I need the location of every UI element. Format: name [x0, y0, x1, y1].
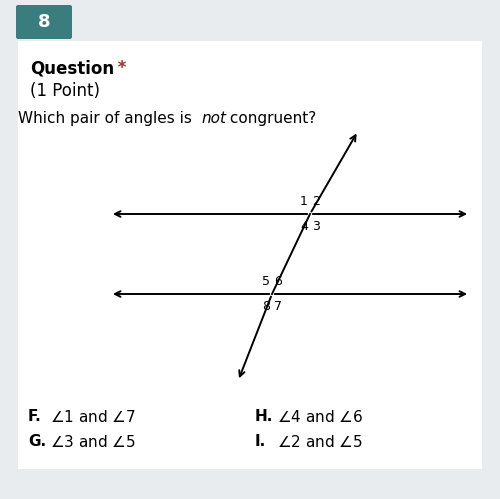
FancyBboxPatch shape	[18, 41, 482, 469]
Text: F.: F.	[28, 409, 42, 424]
Text: 3: 3	[312, 220, 320, 233]
Text: $\angle$4 and $\angle$6: $\angle$4 and $\angle$6	[277, 409, 363, 425]
Text: I.: I.	[255, 434, 266, 449]
Text: 1: 1	[300, 195, 308, 208]
FancyBboxPatch shape	[16, 5, 72, 39]
Text: 6: 6	[274, 275, 282, 288]
Text: 5: 5	[262, 275, 270, 288]
Text: 7: 7	[274, 300, 282, 313]
Text: congruent?: congruent?	[225, 111, 316, 126]
Text: Question: Question	[30, 59, 114, 77]
Text: $\angle$2 and $\angle$5: $\angle$2 and $\angle$5	[277, 434, 363, 450]
Text: 8: 8	[38, 13, 51, 31]
Text: 2: 2	[312, 195, 320, 208]
Text: $\angle$3 and $\angle$5: $\angle$3 and $\angle$5	[50, 434, 136, 450]
Text: 8: 8	[262, 300, 270, 313]
Text: G.: G.	[28, 434, 46, 449]
Text: $\angle$1 and $\angle$7: $\angle$1 and $\angle$7	[50, 409, 136, 425]
Text: H.: H.	[255, 409, 274, 424]
Text: Which pair of angles is: Which pair of angles is	[18, 111, 197, 126]
Text: (1 Point): (1 Point)	[30, 82, 100, 100]
Text: 4: 4	[300, 220, 308, 233]
Text: not: not	[201, 111, 226, 126]
Text: *: *	[112, 59, 126, 77]
